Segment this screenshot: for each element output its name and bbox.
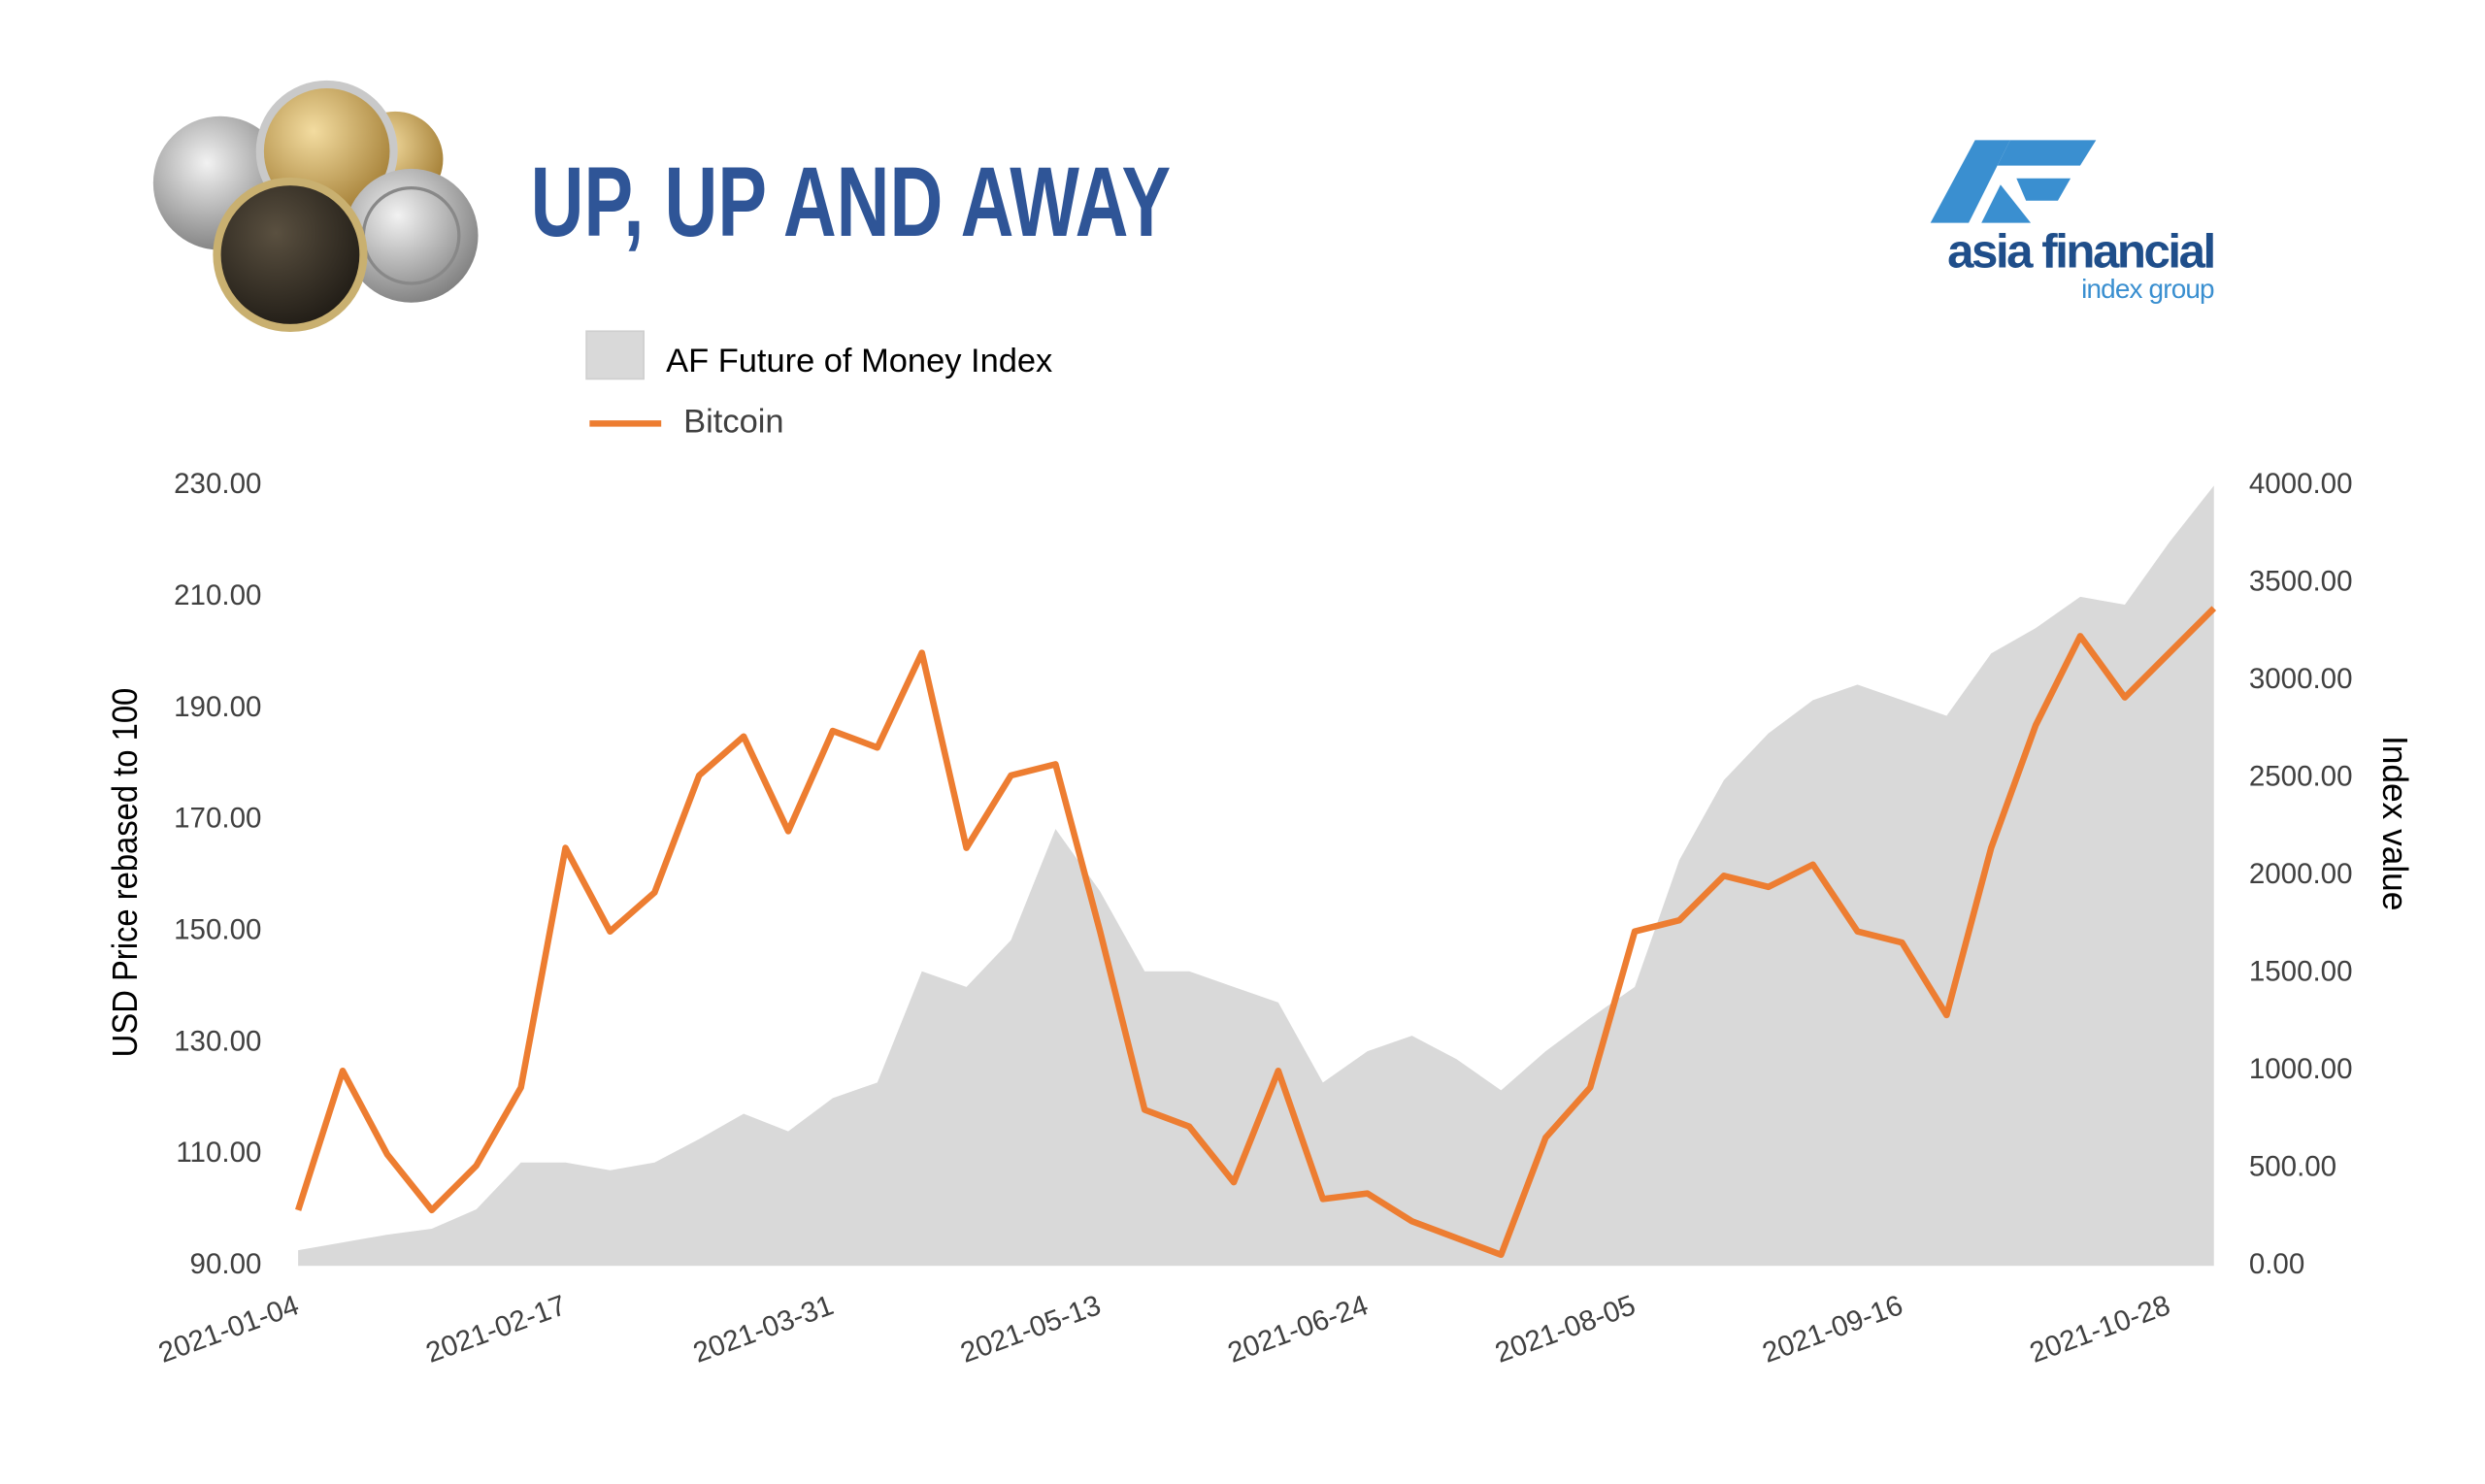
y2-tick-label: 0.00: [2249, 1248, 2304, 1280]
y2-tick-label: 500.00: [2249, 1151, 2336, 1183]
y-tick-label: 230.00: [174, 468, 261, 500]
x-tick-label: 2021-01-04: [154, 1289, 303, 1369]
y2-axis-label: Index value: [2375, 736, 2415, 910]
y-tick-label: 190.00: [174, 691, 261, 723]
y-tick-label: 210.00: [174, 579, 261, 611]
legend-label: Bitcoin: [683, 403, 783, 440]
x-tick-label: 2021-08-05: [1491, 1289, 1640, 1369]
logo-name: asia financial: [1947, 225, 2214, 279]
y2-tick-label: 4000.00: [2249, 468, 2353, 500]
x-tick-label: 2021-05-13: [956, 1289, 1105, 1369]
y2-tick-label: 1500.00: [2249, 956, 2353, 988]
x-tick-label: 2021-09-16: [1758, 1289, 1906, 1369]
legend-swatch: [585, 330, 645, 380]
y-tick-label: 150.00: [174, 914, 261, 946]
y2-tick-label: 2000.00: [2249, 858, 2353, 890]
x-tick-label: 2021-03-31: [689, 1289, 838, 1369]
y2-tick-label: 2500.00: [2249, 761, 2353, 793]
logo-tagline: index group: [2081, 274, 2214, 304]
y-tick-label: 90.00: [190, 1248, 262, 1280]
x-tick-label: 2021-02-17: [421, 1289, 570, 1369]
x-tick-label: 2021-10-28: [2026, 1289, 2174, 1369]
legend-label: AF Future of Money Index: [666, 343, 1052, 379]
y-tick-label: 130.00: [174, 1025, 261, 1057]
x-tick-label: 2021-06-24: [1224, 1289, 1373, 1369]
logo: asia financial index group: [1930, 140, 2216, 304]
chart-title: UP, UP AND AWAY: [531, 147, 1172, 257]
y2-tick-label: 1000.00: [2249, 1053, 2353, 1085]
y-tick-label: 170.00: [174, 803, 261, 835]
y2-tick-label: 3500.00: [2249, 566, 2353, 598]
line: [295, 606, 2217, 1259]
coins-image: [152, 80, 479, 333]
y-axis-label: USD Price rebased to 100: [105, 688, 145, 1058]
y2-tick-label: 3000.00: [2249, 663, 2353, 695]
y-tick-label: 110.00: [176, 1137, 261, 1169]
area: [298, 485, 2214, 1267]
